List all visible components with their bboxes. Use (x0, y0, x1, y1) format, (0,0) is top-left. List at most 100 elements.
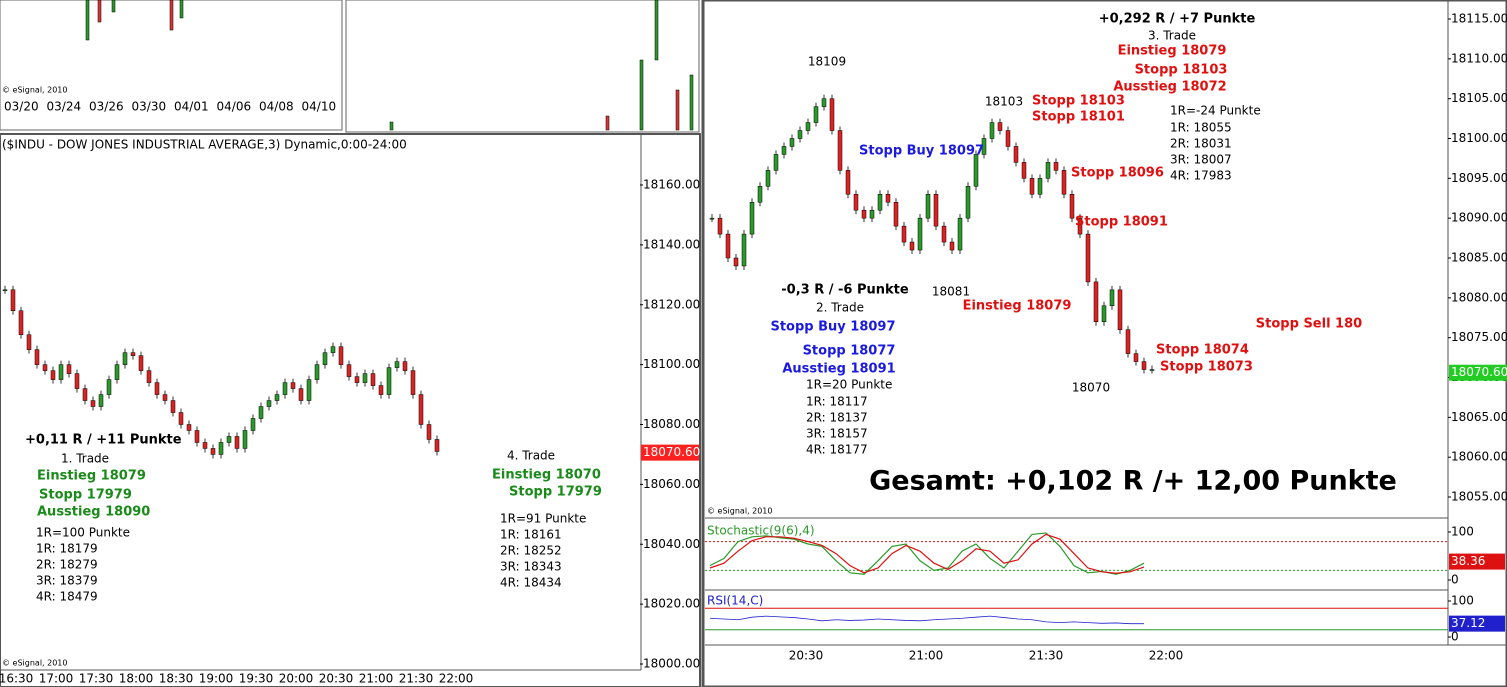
annotation: Einstieg 18070 (492, 468, 601, 483)
candle (186, 424, 192, 431)
indicator-line (709, 532, 1145, 575)
x-tick-label: 17:00 (39, 672, 74, 686)
candle (66, 364, 72, 374)
y-tick-label: 18080.00 (1451, 290, 1507, 304)
candle (170, 400, 176, 413)
candle (789, 138, 795, 147)
annotation: Stopp 18073 (1160, 360, 1253, 375)
y-tick-label: 18140.00 (643, 237, 700, 251)
x-tick-label: 20:30 (789, 649, 824, 663)
y-tick-label: 18055.00 (1451, 490, 1507, 504)
last-value-label: 37.12 (1451, 616, 1485, 630)
annotation: Ausstieg 18090 (37, 505, 150, 520)
candle (957, 217, 963, 251)
candle (757, 186, 763, 203)
last-value-box (1449, 615, 1505, 632)
candle (973, 154, 979, 187)
candle (178, 412, 184, 425)
candle (917, 217, 923, 251)
last-price-box (1449, 364, 1507, 381)
y-tick-label: 18060.00 (643, 477, 700, 491)
candle (258, 406, 264, 419)
date-label: 03/26 (89, 100, 124, 114)
candle (50, 370, 56, 380)
annotation: 18070 (1072, 381, 1110, 395)
candle (306, 379, 312, 401)
y-tick-label: 18060.00 (1451, 450, 1507, 464)
annotation: 4R: 18434 (500, 576, 562, 590)
candle (773, 154, 779, 171)
y-tick-label: 18020.00 (643, 597, 700, 611)
candle (1085, 233, 1091, 283)
candle (1053, 162, 1059, 171)
candle (218, 442, 224, 455)
candle (901, 225, 907, 243)
annotation: 2R: 18252 (500, 544, 562, 558)
candle (330, 346, 336, 353)
candle (1069, 194, 1075, 219)
annotation: Einstieg 18079 (1118, 44, 1227, 59)
x-tick-label: 19:30 (239, 672, 274, 686)
x-tick-label: 21:30 (1029, 649, 1064, 663)
candle (933, 194, 939, 227)
copyright: © eSignal, 2010 (2, 86, 67, 95)
candle (2, 289, 8, 292)
annotation: Stopp 18103 (1135, 63, 1228, 78)
candle (346, 364, 352, 377)
annotation: Stopp Buy 18097 (859, 144, 984, 159)
annotation: Einstieg 18079 (37, 469, 146, 484)
candle (10, 289, 16, 311)
candle (122, 352, 128, 365)
candle (981, 138, 987, 155)
candle (893, 201, 899, 227)
annotation: Stopp 18077 (803, 344, 896, 359)
x-tick-label: 22:00 (1149, 649, 1184, 663)
candle (130, 352, 136, 356)
annotation: Stopp 18096 (1071, 166, 1164, 181)
last-value-box (1449, 553, 1505, 570)
annotation: Stopp 18091 (1075, 215, 1168, 230)
candle (314, 364, 320, 380)
last-value-label: 38.36 (1451, 554, 1485, 568)
candle (426, 424, 432, 440)
annotation: 18109 (808, 55, 846, 69)
candle (386, 367, 392, 395)
candle (989, 122, 995, 139)
annotation: 1. Trade (61, 452, 109, 466)
candle (226, 436, 232, 443)
x-tick-label: 22:00 (439, 672, 474, 686)
candle (765, 170, 771, 187)
last-price-label: 18070.60 (643, 445, 700, 459)
candle (1101, 305, 1107, 322)
annotation: 1R=20 Punkte (806, 378, 892, 392)
x-tick-label: 19:00 (199, 672, 234, 686)
candle (194, 430, 200, 443)
y-tick-label: 100 (1451, 594, 1474, 608)
annotation: 18103 (985, 95, 1023, 109)
last-price-label: 18070.60 (1451, 365, 1507, 379)
annotation: 3R: 18343 (500, 560, 562, 574)
candle (717, 217, 723, 235)
candle (909, 241, 915, 251)
candle (853, 194, 859, 211)
candle (370, 373, 376, 386)
candle (725, 233, 731, 259)
annotation: 4R: 17983 (1170, 169, 1232, 183)
x-tick-label: 18:00 (119, 672, 154, 686)
annotation: Stopp Buy 18097 (770, 320, 895, 335)
candle (394, 361, 400, 368)
candle (997, 122, 1003, 131)
candle (74, 373, 80, 389)
indicator-line (709, 533, 1145, 574)
x-tick-label: 21:00 (909, 649, 944, 663)
annotation: 3R: 18379 (36, 574, 98, 588)
candle (1005, 130, 1011, 147)
annotation: Stopp 18101 (1032, 110, 1125, 125)
candle (1149, 369, 1155, 371)
indicator-title: Stochastic(9(6),4) (707, 524, 815, 538)
candle (1029, 178, 1035, 195)
y-tick-label: 100 (1451, 525, 1474, 539)
annotation: Einstieg 18079 (963, 299, 1072, 314)
